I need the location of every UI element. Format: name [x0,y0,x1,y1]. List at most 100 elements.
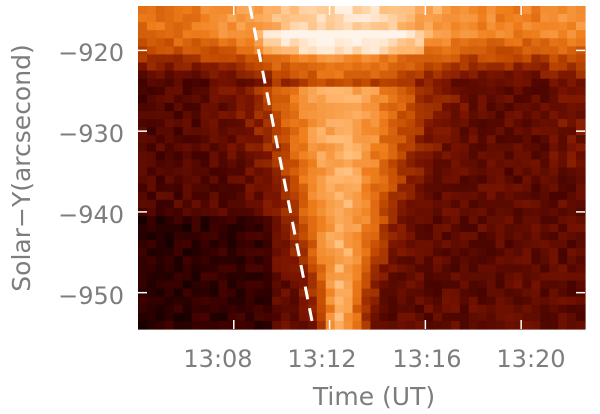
heatmap-cell [138,232,148,241]
heatmap-cell [200,38,211,47]
heatmap-cell [459,94,470,104]
heatmap-cell [218,6,228,15]
heatmap-cell [245,22,255,31]
heatmap-cell [522,94,532,104]
heatmap-cell [495,296,506,306]
heatmap-cell [388,6,398,15]
heatmap-cell [209,167,220,177]
heatmap-cell [155,62,166,72]
heatmap-cell [433,215,443,225]
heatmap-cell [200,119,211,128]
heatmap-cell [343,127,354,136]
heatmap-cell [370,304,380,314]
heatmap-cell [415,167,425,177]
heatmap-cell [441,70,452,80]
heatmap-cell [155,191,166,201]
heatmap-cell [352,296,363,306]
heatmap-cell [459,54,470,64]
heatmap-cell [567,320,577,330]
heatmap [138,6,586,330]
heatmap-cell [316,151,327,161]
heatmap-cell [182,6,193,15]
heatmap-cell [182,102,193,112]
heatmap-cell [361,102,372,112]
heatmap-cell [558,288,568,298]
heatmap-cell [433,110,443,120]
heatmap-cell [164,94,175,104]
heatmap-cell [307,191,318,201]
heatmap-cell [388,102,398,112]
heatmap-cell [173,280,184,290]
heatmap-cell [370,312,380,322]
heatmap-cell [477,167,488,177]
heatmap-cell [406,296,416,306]
heatmap-cell [370,62,380,72]
heatmap-cell [191,94,202,104]
heatmap-cell [415,256,425,265]
heatmap-cell [173,215,184,225]
heatmap-cell [558,70,568,80]
heatmap-cell [441,207,452,217]
heatmap-cell [495,143,506,152]
heatmap-cell [209,280,220,290]
heatmap-cell [379,304,389,314]
heatmap-cell [486,183,497,193]
heatmap-cell [334,199,345,209]
heatmap-cell [468,256,479,265]
heatmap-cell [200,62,211,72]
heatmap-cell [397,207,407,217]
heatmap-cell [227,14,237,23]
heatmap-cell [227,86,237,96]
heatmap-cell [406,102,416,112]
heatmap-cell [424,94,434,104]
heatmap-cell [146,86,157,96]
heatmap-cell [468,232,479,241]
heatmap-cell [138,159,148,169]
heatmap-cell [191,127,202,136]
heatmap-cell [289,264,300,274]
heatmap-cell [334,62,345,72]
heatmap-cell [379,54,389,64]
heatmap-cell [361,159,372,169]
heatmap-cell [477,215,488,225]
heatmap-cell [433,14,443,23]
heatmap-cell [468,280,479,290]
heatmap-cell [146,199,157,209]
heatmap-cell [209,199,220,209]
heatmap-cell [227,207,237,217]
heatmap-cell [146,256,157,265]
heatmap-cell [352,6,363,15]
heatmap-cell [334,102,345,112]
heatmap-cell [486,224,497,233]
heatmap-cell [397,167,407,177]
heatmap-cell [477,304,488,314]
heatmap-cell [182,320,193,330]
heatmap-cell [379,22,389,31]
heatmap-cell [263,304,273,314]
heatmap-cell [567,256,577,265]
heatmap-cell [388,46,398,56]
heatmap-cell [477,62,488,72]
heatmap-cell [200,296,211,306]
heatmap-cell [146,110,157,120]
heatmap-cell [531,6,541,15]
heatmap-cell [164,159,175,169]
heatmap-cell [388,215,398,225]
heatmap-cell [218,280,228,290]
heatmap-cell [477,232,488,241]
heatmap-cell [486,288,497,298]
heatmap-cell [146,151,157,161]
heatmap-cell [388,135,398,144]
heatmap-cell [298,199,309,209]
heatmap-cell [450,167,461,177]
heatmap-cell [209,272,220,282]
heatmap-cell [567,62,577,72]
heatmap-cell [316,280,327,290]
heatmap-cell [549,143,559,152]
heatmap-cell [164,175,175,185]
heatmap-cell [379,38,389,47]
heatmap-cell [146,232,157,241]
heatmap-cell [370,46,380,56]
heatmap-cell [513,46,524,56]
heatmap-cell [477,312,488,322]
